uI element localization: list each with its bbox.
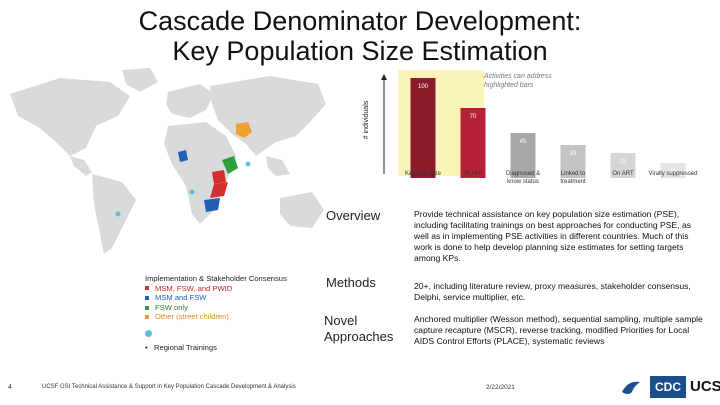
pin-icon [145,329,152,337]
cascade-bar-label: 15 [670,169,677,175]
legend-trainings-label: Regional Trainings [154,342,217,352]
legend-item-label: Other (street children) [155,312,229,322]
country-other [236,122,252,138]
cascade-bar [460,108,486,178]
cascade-bar [610,153,636,178]
cascade-category-label: Linked to treatment [560,171,586,185]
row-head-novel: Novel Approaches [324,313,394,344]
cascade-bar [510,133,536,178]
legend-item: MSM and FSW [145,293,295,303]
slide-date: 2/22/2021 [486,384,515,391]
country-fsw [222,156,238,174]
row-head-methods: Methods [326,275,376,290]
training-marker-2 [245,161,251,167]
cascade-bar-label: 25 [620,159,627,165]
hhs-eagle-icon [622,381,640,394]
legend-trainings: • Regional Trainings [145,342,217,352]
legend-heading: Implementation & Stakeholder Consensus [145,274,287,283]
training-marker-3 [189,189,195,195]
cascade-bar-label: 33 [570,151,577,157]
country-msm-fsw-pwid-1 [212,170,226,184]
row-text-methods: 20+, including literature review, proxy … [414,281,691,302]
title-line-1: Cascade Denominator Development: [138,6,582,36]
row-text-novel: Anchored multiplier (Wesson method), seq… [414,314,703,346]
row-head-overview: Overview [326,208,381,223]
legend-item: MSM, FSW, and PWID [145,284,295,294]
country-msm-fsw-pwid-2 [210,182,228,198]
chart-y-axis-arrow [381,74,387,174]
row-text-overview: Provide technical assistance on key popu… [414,209,692,263]
legend-swatch [145,315,149,320]
cascade-category-label: PLHIV [464,171,482,177]
cascade-category-label: Key pop. size [404,171,442,177]
legend-swatch [145,286,149,291]
cascade-bar [410,78,436,178]
chart-y-axis-label: # individuals [363,100,370,140]
country-west-africa [178,150,188,162]
cascade-bar [660,163,686,178]
legend-item-label: MSM and FSW [155,293,207,303]
legend-swatch [145,295,149,300]
legend-item-label: MSM, FSW, and PWID [155,283,233,293]
continents [10,68,326,254]
ucsf-logo: UCSF [690,378,720,395]
highlighted-countries [178,122,252,212]
cascade-chart: 100 70 45 33 25 15 [410,78,686,178]
legend-item-label: FSW only [155,302,188,312]
cascade-category-label: On ART [612,171,634,177]
slide-title: Cascade Denominator Development: Key Pop… [60,6,660,66]
cascade-bar-label: 70 [470,114,477,120]
cascade-category-label: Diagnosed & know status [505,171,541,185]
cdc-logo: CDC [650,376,686,398]
page-number: 4 [8,384,12,391]
legend-item: Other (street children) [145,312,295,322]
legend-item: FSW only [145,303,295,313]
legend-swatch [145,305,149,310]
cascade-bar-label: 100 [418,84,429,90]
training-marker-1 [115,211,121,217]
cascade-category-label: Virally suppressed [648,171,698,177]
chart-category-labels: Key pop. size PLHIV Diagnosed & know statu… [398,170,698,194]
footer-text: UCSF GSI Technical Assistance & Support … [42,384,296,390]
map-legend: Implementation & Stakeholder Consensus M… [145,274,295,352]
legend-trainings-icon-row [145,329,295,340]
country-msm-fsw [204,198,220,212]
title-line-2: Key Population Size Estimation [172,36,548,66]
cascade-bar-label: 45 [520,139,527,145]
world-map [10,68,326,254]
training-markers [115,161,251,217]
cascade-bar [560,145,586,178]
chart-note: Activities can address highlighted bars [484,73,552,89]
